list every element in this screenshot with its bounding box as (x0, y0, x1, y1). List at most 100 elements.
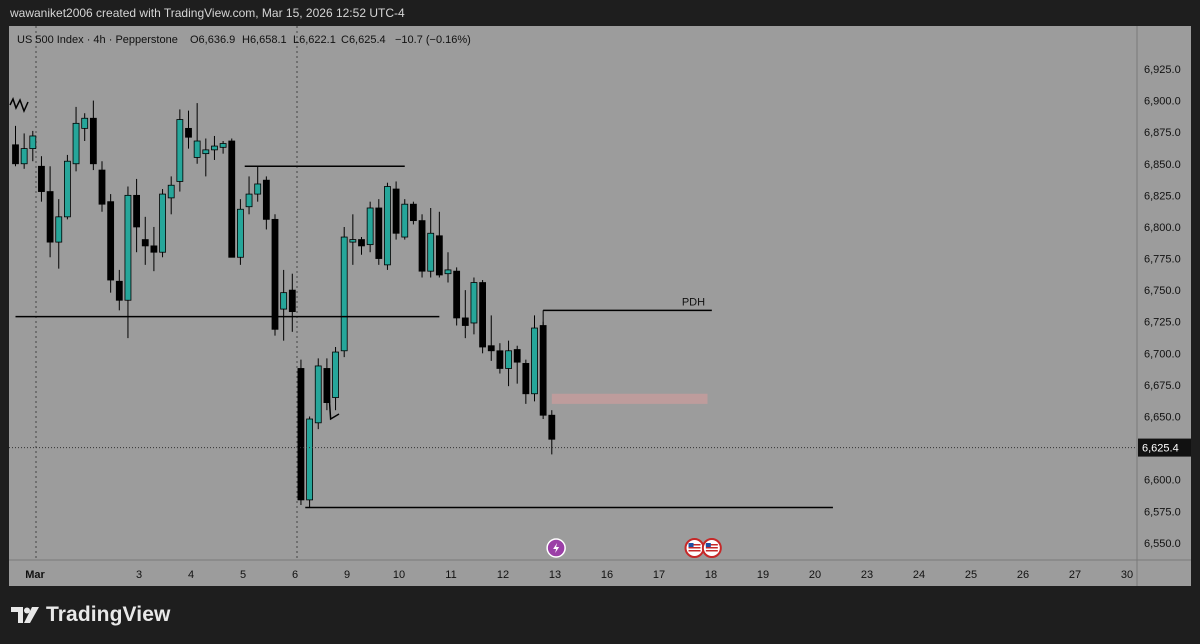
candle-body (496, 350, 504, 369)
time-tick-label: 17 (653, 569, 665, 581)
price-tick-label: 6,550.0 (1144, 538, 1181, 550)
attribution-bar: wawaniket2006 created with TradingView.c… (0, 0, 1200, 26)
candle-body (55, 216, 63, 243)
candle-body (297, 368, 305, 501)
price-tick-label: 6,750.0 (1144, 285, 1181, 297)
candle-body (332, 351, 339, 398)
candle-body (340, 236, 348, 352)
price-tick-label: 6,575.0 (1144, 506, 1181, 518)
candle-body (89, 117, 97, 165)
time-tick-label: 9 (344, 569, 350, 581)
time-axis[interactable]: Mar 3 4 5 6 9 10 11 12 13 16 17 18 19 20 23 24 25 26 27 30 (25, 569, 1133, 581)
candle-body (202, 149, 210, 155)
grid-lines (9, 26, 1191, 586)
candle-body (314, 365, 322, 424)
candle-body (98, 169, 106, 205)
candles (12, 100, 556, 508)
candle-body (176, 119, 184, 182)
candle-body (159, 193, 166, 253)
candle-body (505, 350, 512, 369)
time-tick-label: 24 (913, 569, 925, 581)
candle-body (375, 207, 383, 259)
tradingview-logo[interactable]: TradingView (10, 603, 170, 627)
last-price-badge (1138, 438, 1191, 457)
candle-body (150, 245, 158, 253)
flag-stripe (705, 547, 718, 549)
price-tick-label: 6,600.0 (1144, 475, 1181, 487)
candle-body (418, 220, 426, 272)
flag-stripe (688, 544, 701, 546)
price-tick-label: 6,725.0 (1144, 317, 1181, 329)
price-tick-label: 6,800.0 (1144, 222, 1181, 234)
level-label: PDH (682, 296, 705, 308)
time-tick-label: 18 (705, 569, 717, 581)
candle-body (366, 207, 374, 246)
time-tick-label: 30 (1121, 569, 1133, 581)
candle-body (133, 194, 140, 228)
candle-body (64, 160, 71, 218)
chart-pane[interactable]: PDH US 500 Index · 4h · Pepperstone O6,6… (9, 26, 1191, 586)
time-tick-label: 12 (497, 569, 509, 581)
drawing-marker (327, 388, 340, 421)
candle-body (444, 269, 452, 275)
footer: TradingView (0, 586, 1200, 644)
flag-stripe (705, 544, 718, 546)
attribution-text: wawaniket2006 created with TradingView.c… (10, 6, 405, 20)
candle-body (392, 188, 400, 234)
time-tick-label: 20 (809, 569, 821, 581)
annotations-back (551, 393, 708, 404)
candle-body (193, 140, 201, 158)
annotations-front: PDH (9, 97, 1137, 509)
candle-body (401, 203, 409, 238)
candle-body (384, 186, 391, 266)
time-tick-label: 10 (393, 569, 405, 581)
candle-body (453, 270, 461, 319)
flag-stripe (705, 550, 718, 552)
price-axis[interactable]: 6,550.06,575.06,600.06,625.06,650.06,675… (1138, 64, 1191, 550)
brand-name: TradingView (46, 603, 171, 626)
price-tick-label: 6,850.0 (1144, 159, 1181, 171)
candle-body (262, 179, 270, 220)
price-tick-label: 6,925.0 (1144, 64, 1181, 76)
candle-body (211, 145, 218, 151)
ohlc-legend: US 500 Index · 4h · Pepperstone O6,636.9… (17, 34, 471, 46)
candle-body (513, 349, 521, 363)
candle-body (219, 143, 227, 148)
time-tick-label: 16 (601, 569, 613, 581)
legend-symbol: US 500 Index · 4h · Pepperstone (17, 34, 178, 46)
candle-body (228, 140, 236, 258)
price-tick-label: 6,650.0 (1144, 411, 1181, 423)
candle-body (288, 289, 296, 313)
candle-body (531, 327, 538, 395)
time-tick-label: 6 (292, 569, 298, 581)
time-tick-label: 26 (1017, 569, 1029, 581)
candle-body (124, 194, 132, 301)
candle-body (358, 239, 365, 247)
candle-body (12, 144, 19, 165)
candle-body (435, 235, 443, 276)
candle-body (479, 282, 487, 348)
candle-body (236, 208, 244, 258)
candle-body (107, 201, 115, 281)
candle-body (72, 122, 80, 165)
time-tick-label: 13 (549, 569, 561, 581)
flag-stripe (688, 550, 701, 552)
candle-body (470, 282, 478, 324)
flag-canton (688, 543, 694, 547)
candle-body (280, 292, 288, 310)
candle-body (38, 165, 45, 192)
candle-body (409, 203, 417, 222)
legend-high: H6,658.1 (242, 34, 287, 46)
drawing-marker (9, 97, 29, 114)
candle-body (461, 317, 469, 326)
legend-close: C6,625.4 (341, 34, 386, 46)
bolt-glyph (553, 543, 560, 553)
time-tick-label: 11 (445, 569, 456, 581)
flag-stripe (688, 547, 701, 549)
candle-body (46, 191, 54, 243)
tradingview-logo-icon (11, 607, 39, 623)
price-tick-label: 6,675.0 (1144, 380, 1181, 392)
supply-zone (551, 393, 708, 404)
candlestick-chart[interactable]: PDH US 500 Index · 4h · Pepperstone O6,6… (9, 26, 1191, 586)
legend-open: O6,636.9 (190, 34, 235, 46)
